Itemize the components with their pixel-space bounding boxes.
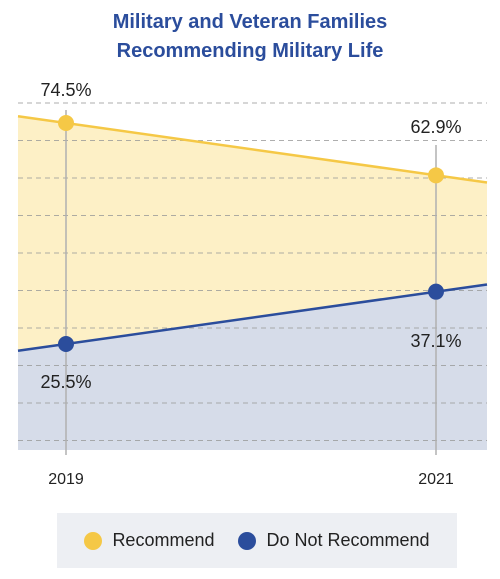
legend-item-not-recommend: Do Not Recommend [238, 530, 430, 551]
data-label-recommend-2019: 74.5% [40, 80, 91, 100]
legend-swatch-not-recommend [238, 531, 257, 550]
chart-title-line-1: Military and Veteran Families [112, 11, 388, 33]
legend-label-recommend: Recommend [112, 530, 215, 550]
point-not-recommend-2021 [428, 283, 444, 300]
data-label-not-recommend-2019: 25.5% [40, 372, 91, 392]
area-not-recommend [18, 284, 487, 450]
x-tick-label-2019: 2019 [48, 471, 84, 488]
legend-label-not-recommend: Do Not Recommend [266, 530, 430, 550]
chart-legend: Recommend Do Not Recommend [57, 513, 457, 568]
chart-title-line-2: Recommending Military Life [116, 40, 384, 62]
series-line-recommend [17, 114, 488, 184]
point-not-recommend-2019 [58, 336, 74, 352]
point-recommend-2021 [428, 167, 444, 184]
data-label-recommend-2021: 62.9% [410, 117, 461, 137]
chart-title: Military and Veteran Families Recommendi… [0, 8, 500, 66]
point-recommend-2019 [58, 115, 74, 131]
x-tick-label-2021: 2021 [418, 471, 454, 488]
legend-item-recommend: Recommend [84, 530, 214, 551]
area-recommend [18, 116, 487, 351]
chart-plot: 74.5% 62.9% 25.5% 37.1% 2019 2021 [17, 80, 488, 488]
series-line-not-recommend [17, 283, 488, 353]
data-label-not-recommend-2021: 37.1% [410, 331, 461, 351]
legend-swatch-recommend [84, 531, 103, 550]
